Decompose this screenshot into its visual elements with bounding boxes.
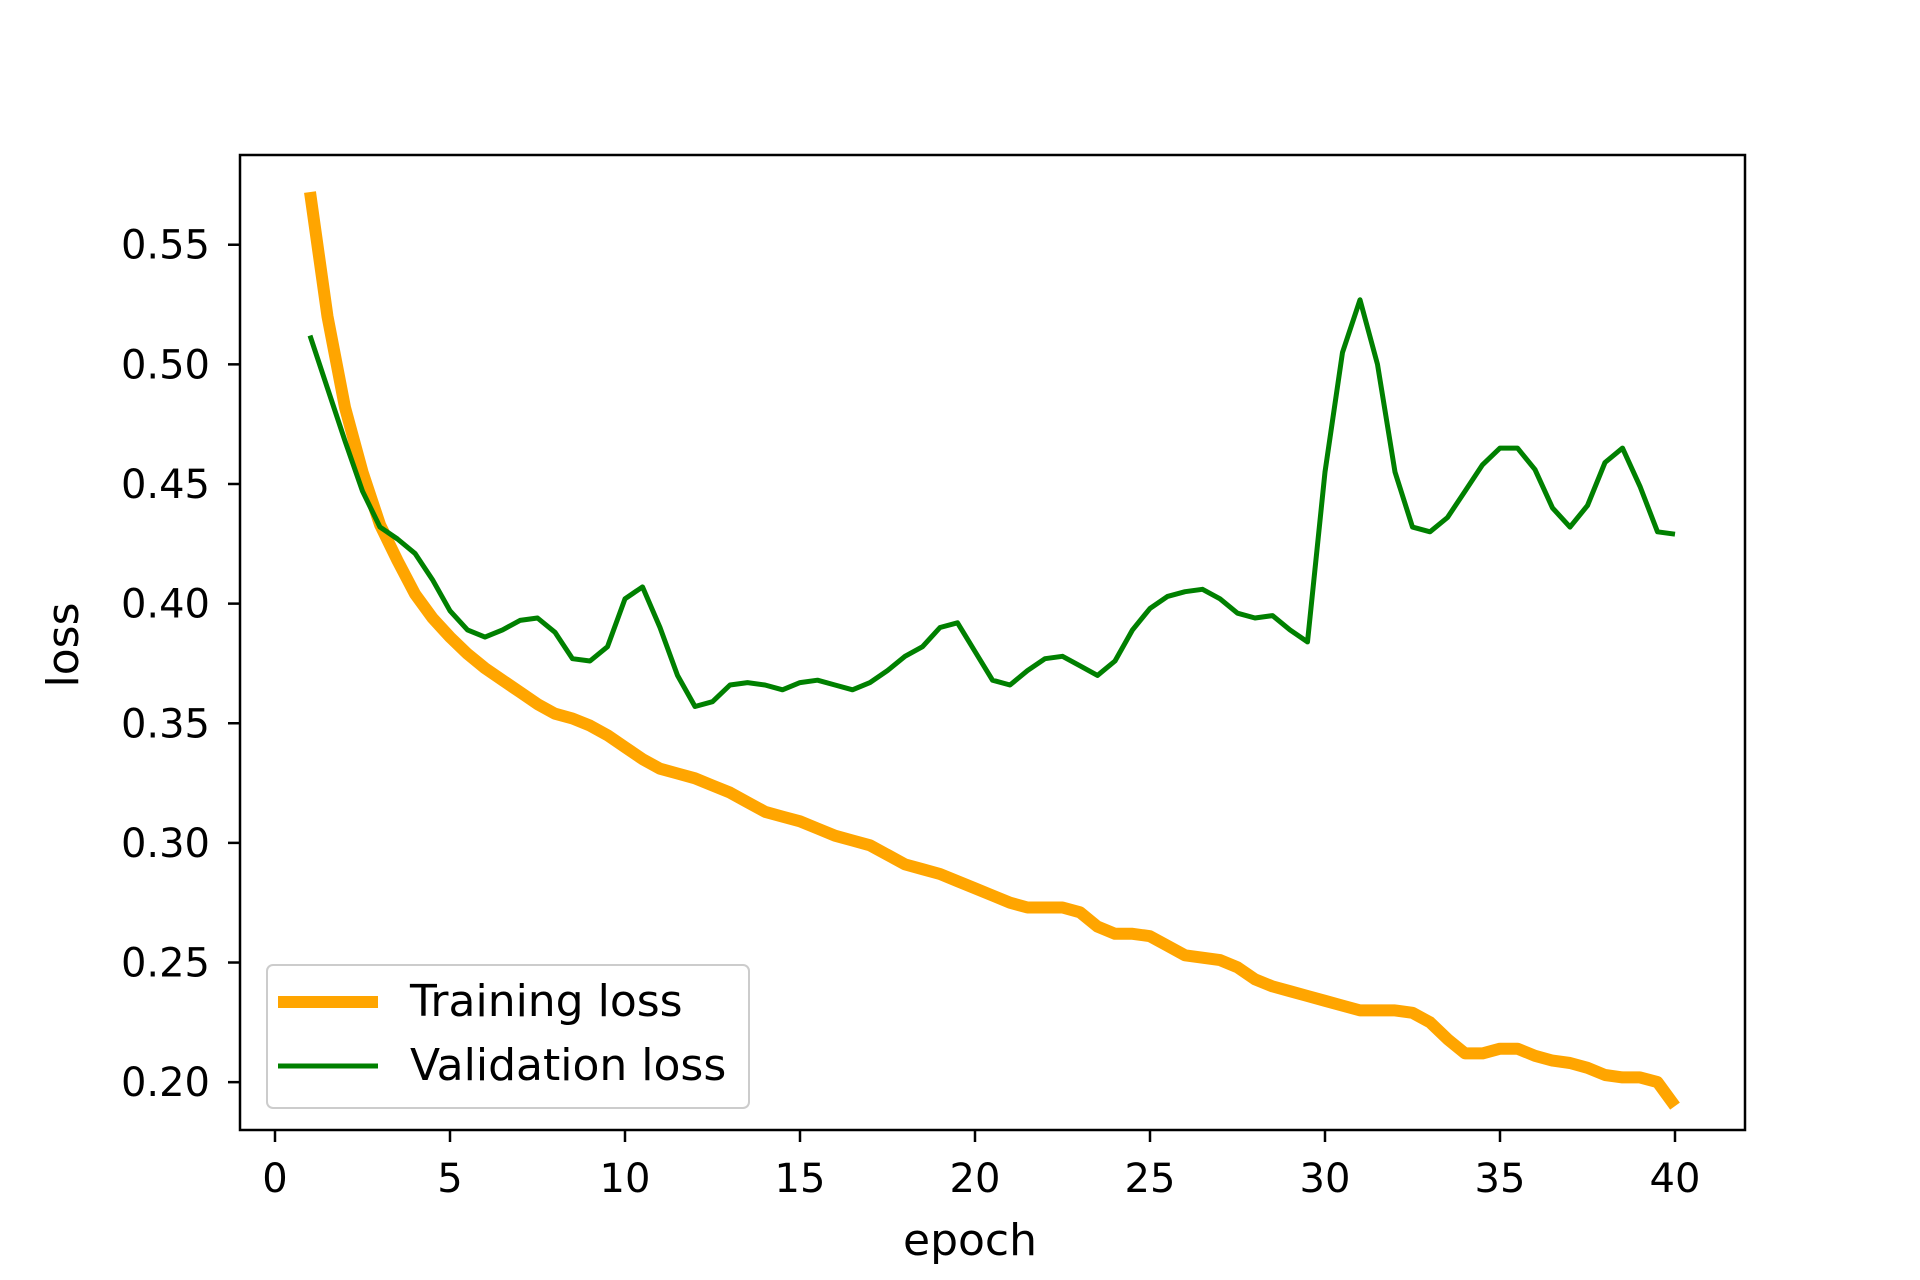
y-axis: 0.20 0.25 0.30 0.35 0.40 0.45 0.50 0.55	[121, 223, 240, 1106]
y-tick-label: 0.50	[121, 342, 210, 388]
legend-box	[266, 964, 750, 1109]
x-axis: 0 5 10 15 20 25 30 35 40	[262, 1130, 1700, 1202]
series-layer	[304, 191, 1680, 1110]
y-axis-label: loss	[38, 603, 89, 688]
legend-label-validation-loss: Validation loss	[410, 1040, 726, 1091]
x-tick-label: 40	[1650, 1156, 1701, 1202]
x-tick-label: 30	[1300, 1156, 1351, 1202]
y-tick-label: 0.45	[121, 462, 210, 508]
x-tick-label: 0	[262, 1156, 287, 1202]
y-tick-label: 0.20	[121, 1060, 210, 1106]
y-tick-label: 0.35	[121, 701, 210, 747]
x-tick-label: 20	[950, 1156, 1001, 1202]
y-tick-label: 0.40	[121, 582, 210, 628]
x-axis-label: epoch	[903, 1215, 1037, 1266]
validation-loss-line	[307, 297, 1676, 709]
x-tick-label: 5	[437, 1156, 462, 1202]
x-tick-label: 25	[1125, 1156, 1176, 1202]
legend-label-training-loss: Training loss	[409, 976, 683, 1027]
axes-frame	[238, 153, 1747, 1132]
x-tick-label: 35	[1475, 1156, 1526, 1202]
training-loss-line	[304, 191, 1680, 1110]
y-tick-label: 0.25	[121, 941, 210, 987]
y-tick-label: 0.30	[121, 821, 210, 867]
x-tick-label: 15	[775, 1156, 826, 1202]
plot-area	[238, 153, 1747, 1132]
y-tick-label: 0.55	[121, 223, 210, 269]
x-tick-label: 10	[600, 1156, 651, 1202]
legend: Training loss Validation loss	[266, 964, 750, 1109]
